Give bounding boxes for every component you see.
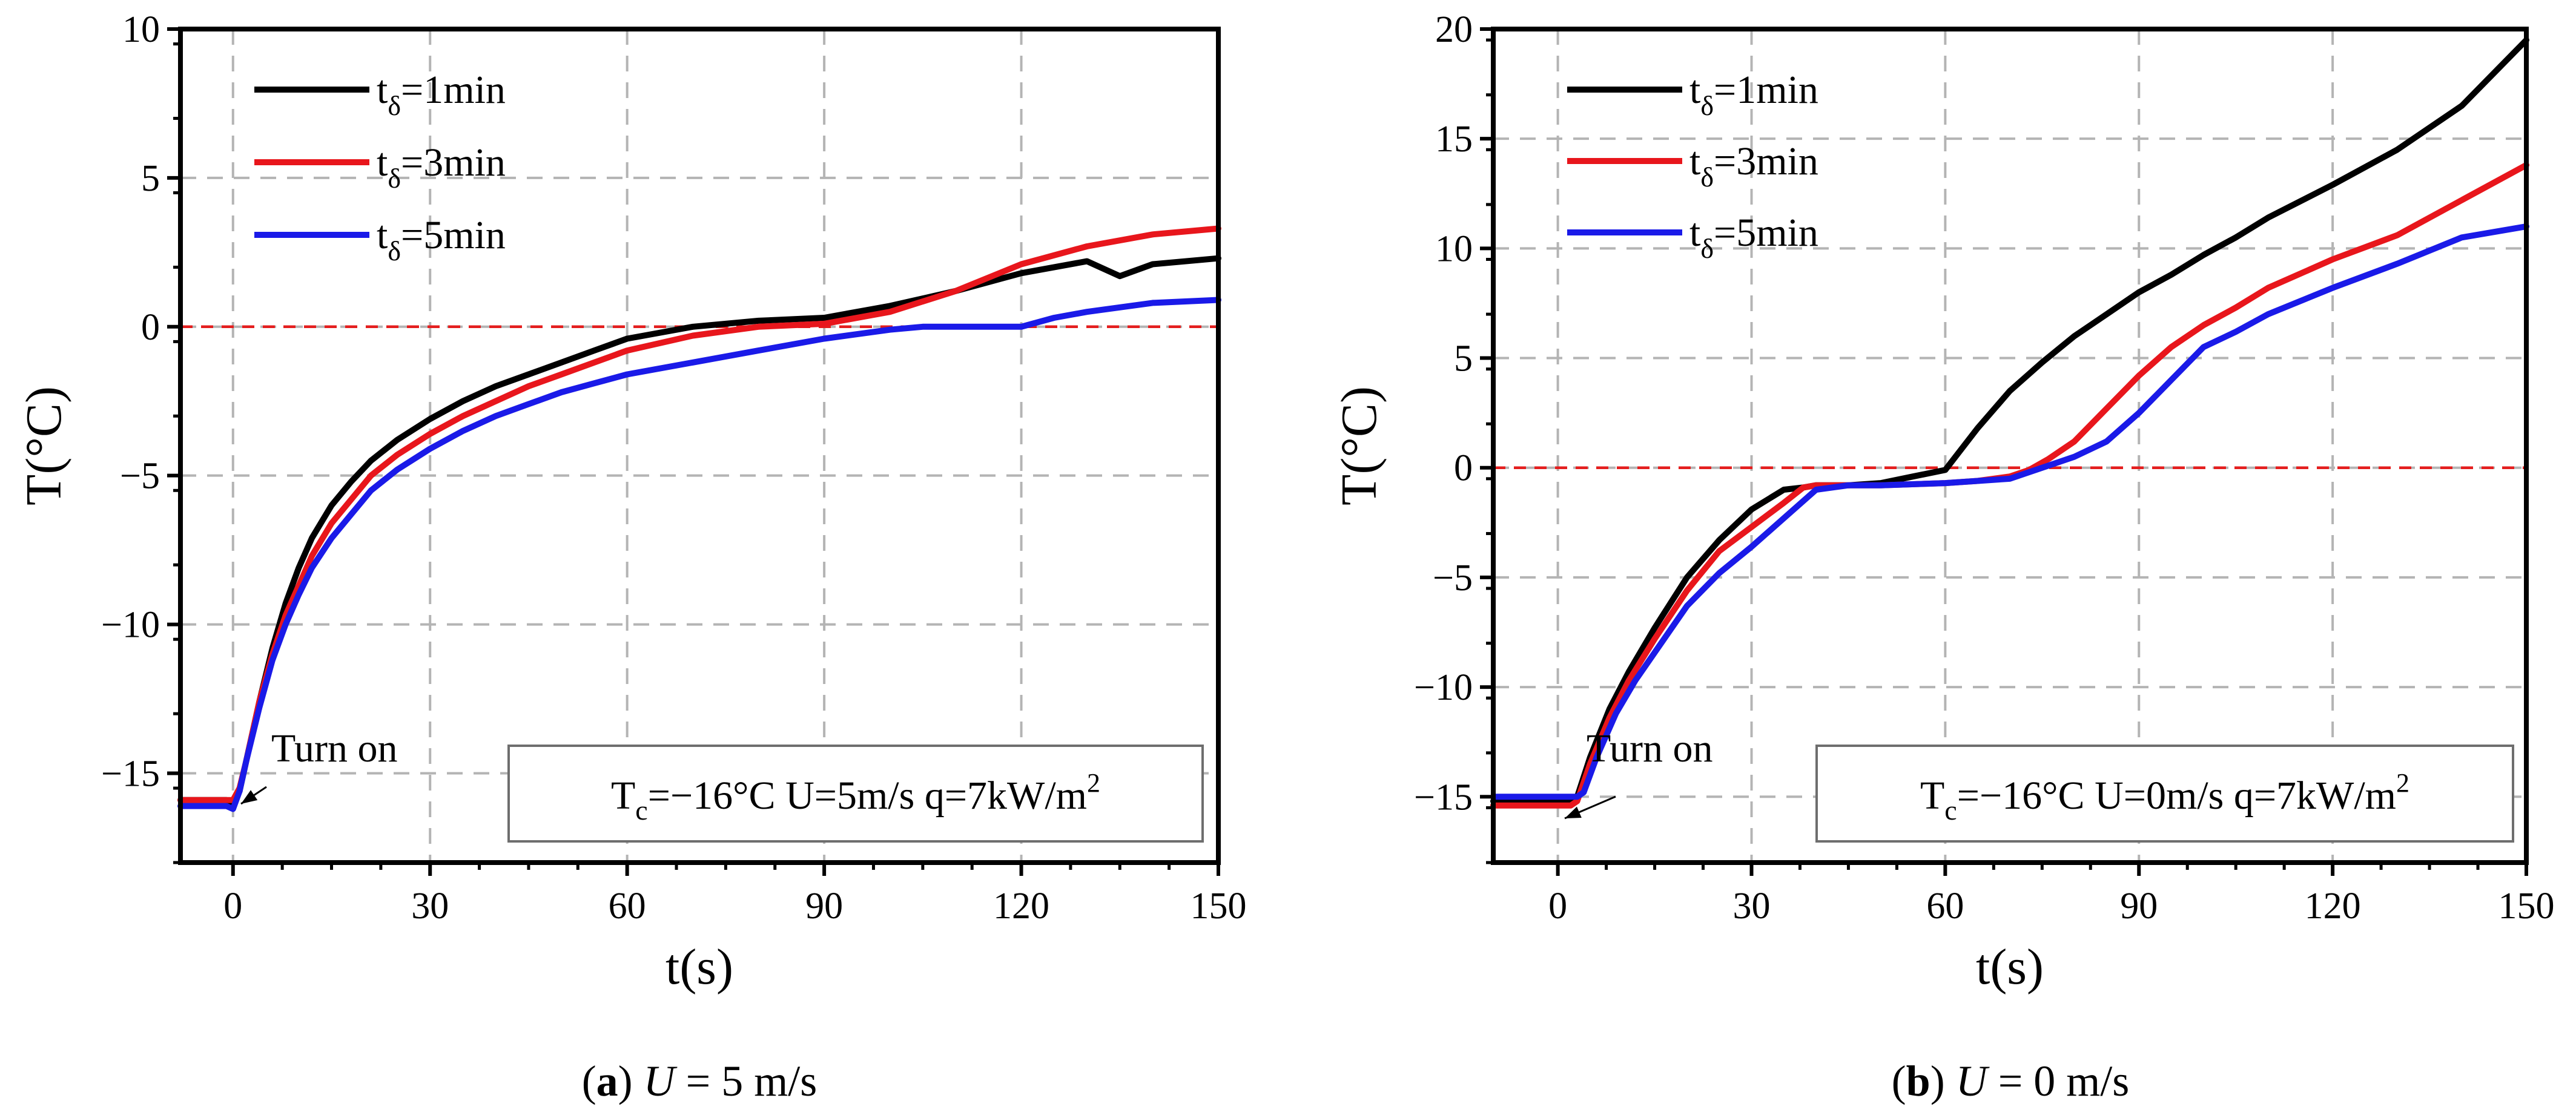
x-tick-label: 60 — [609, 886, 646, 927]
legend-label-text: =5min — [1714, 211, 1818, 255]
conditions-subscript: c — [635, 795, 647, 826]
conditions-text-part: q=7kW/m — [925, 774, 1087, 818]
legend-label-subscript: δ — [1700, 162, 1714, 192]
y-tick-label: 15 — [1435, 119, 1473, 160]
y-tick-label: 5 — [1454, 338, 1473, 380]
legend-label-1: tδ=1min — [1689, 68, 1818, 121]
legend-label-text: t — [1689, 68, 1700, 112]
y-tick-label: 10 — [1435, 228, 1473, 269]
caption-variable: U — [644, 1057, 678, 1105]
y-tick-label: 20 — [1435, 9, 1473, 50]
y-tick-label: 0 — [141, 307, 160, 348]
conditions-text-part: T — [611, 774, 635, 818]
plot-frame — [1491, 27, 2529, 865]
legend-label-subscript: δ — [1700, 90, 1714, 121]
panel-a-chart: 0 30 60 90 120 150−15−10−50510t(s)T(°C)tδ=1mi… — [16, 9, 1247, 1105]
x-tick-label: 90 — [2120, 886, 2158, 927]
panel-b-chart: 0 30 60 90 120 150−15−10−505101520t(s)T(°C)tδ… — [1331, 9, 2555, 1105]
conditions-superscript: 2 — [2396, 768, 2409, 798]
legend-label-text: t — [377, 213, 388, 257]
conditions-text-part: =−16°C — [648, 774, 785, 818]
caption-part: = 0 m/s — [1987, 1057, 2130, 1105]
series-line-3 — [177, 297, 1221, 812]
conditions-box — [1815, 745, 2514, 843]
conditions-box — [507, 745, 1204, 843]
y-tick-label: −10 — [101, 605, 160, 646]
x-tick-label: 120 — [2305, 886, 2361, 927]
conditions-text-part: U=5m/s — [785, 774, 925, 818]
legend-label-text: t — [377, 68, 388, 112]
y-axis-title: T(°C) — [1331, 386, 1387, 505]
legend-label-text: t — [1689, 139, 1700, 183]
x-tick-label: 60 — [1926, 886, 1964, 927]
turn-on-annotation: Turn on — [271, 726, 397, 771]
panel-caption: (a) U = 5 m/s — [582, 1057, 817, 1105]
panel-caption: (b) U = 0 m/s — [1892, 1057, 2130, 1105]
caption-part: ( — [582, 1057, 596, 1105]
y-tick-label: 0 — [1454, 448, 1473, 489]
y-tick-label: 10 — [122, 9, 160, 50]
legend-label-subscript: δ — [388, 90, 401, 121]
series-line-2 — [1490, 162, 2529, 809]
y-axis-title: T(°C) — [16, 386, 72, 505]
conditions-superscript: 2 — [1087, 768, 1100, 798]
y-tick-label: −15 — [1414, 777, 1473, 818]
caption-part: ( — [1892, 1057, 1906, 1105]
caption-letter: b — [1906, 1057, 1930, 1105]
conditions-text-part: T — [1920, 774, 1944, 818]
legend-label-text: t — [377, 140, 388, 185]
legend-label-2: tδ=3min — [377, 140, 506, 194]
legend-label-text: =1min — [1714, 68, 1818, 112]
legend-label-3: tδ=5min — [1689, 211, 1818, 264]
caption-part: = 5 m/s — [675, 1057, 817, 1105]
turn-on-annotation: Turn on — [1587, 726, 1712, 771]
caption-letter: a — [596, 1057, 618, 1105]
x-tick-label: 0 — [223, 886, 242, 927]
x-tick-label: 120 — [993, 886, 1049, 927]
y-tick-label: 5 — [141, 158, 160, 199]
conditions-text-part: q=7kW/m — [2234, 774, 2396, 818]
legend-label-3: tδ=5min — [377, 213, 506, 266]
x-axis-title: t(s) — [665, 939, 733, 995]
y-tick-label: −5 — [120, 456, 160, 497]
caption-part: ) — [618, 1057, 644, 1105]
legend-label-text: =3min — [401, 140, 506, 185]
y-tick-label: −10 — [1414, 667, 1473, 708]
legend-label-2: tδ=3min — [1689, 139, 1818, 192]
conditions-subscript: c — [1944, 795, 1957, 826]
legend-label-subscript: δ — [1700, 233, 1714, 264]
y-tick-label: −15 — [101, 753, 160, 794]
conditions-text-part: =−16°C — [1957, 774, 2095, 818]
series-line-3 — [1490, 223, 2529, 800]
conditions-text: Tc=−16°C U=5m/s q=7kW/m2 — [611, 768, 1100, 826]
legend-label-text: =3min — [1714, 139, 1818, 183]
caption-part: ) — [1930, 1057, 1956, 1105]
legend-label-1: tδ=1min — [377, 68, 506, 121]
legend-label-subscript: δ — [388, 235, 401, 266]
conditions-text: Tc=−16°C U=0m/s q=7kW/m2 — [1920, 768, 2409, 826]
conditions-text-part: U=0m/s — [2095, 774, 2234, 818]
turn-on-arrowhead — [1565, 806, 1582, 818]
x-axis-title: t(s) — [1976, 939, 2044, 995]
x-tick-label: 150 — [1191, 886, 1247, 927]
turn-on-arrowhead — [241, 790, 258, 804]
plot-frame — [178, 27, 1221, 865]
legend-label-text: t — [1689, 211, 1700, 255]
x-tick-label: 0 — [1548, 886, 1567, 927]
legend-label-text: =5min — [401, 213, 506, 257]
x-tick-label: 30 — [1733, 886, 1771, 927]
caption-variable: U — [1956, 1057, 1990, 1105]
x-tick-label: 150 — [2498, 886, 2555, 927]
x-tick-label: 30 — [411, 886, 449, 927]
x-tick-label: 90 — [805, 886, 843, 927]
y-tick-label: −5 — [1433, 557, 1473, 599]
legend-label-subscript: δ — [388, 163, 401, 194]
series-line-1 — [1490, 37, 2529, 804]
legend-label-text: =1min — [401, 68, 506, 112]
